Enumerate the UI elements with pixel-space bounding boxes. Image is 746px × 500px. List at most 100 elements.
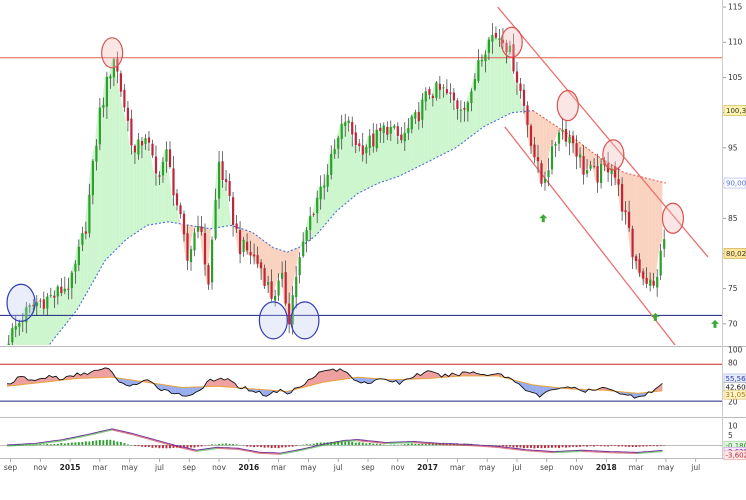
macd-bar bbox=[361, 442, 364, 446]
candle-body bbox=[35, 302, 38, 307]
candle bbox=[505, 39, 508, 64]
candle-body bbox=[347, 120, 350, 124]
macd-bar bbox=[344, 441, 347, 446]
rsi-fill bbox=[262, 389, 267, 397]
cloud-segment bbox=[347, 120, 351, 203]
candle-body bbox=[610, 167, 613, 174]
candle bbox=[582, 145, 585, 185]
rsi-fill bbox=[452, 373, 456, 377]
macd-bar bbox=[67, 442, 70, 446]
candle-body bbox=[186, 233, 189, 261]
rsi-fill bbox=[157, 383, 162, 391]
cloud-segment bbox=[424, 91, 428, 164]
candle-body bbox=[505, 42, 508, 53]
macd-bar bbox=[617, 445, 620, 447]
macd-bar bbox=[116, 441, 119, 446]
candle bbox=[28, 303, 31, 314]
cloud-segment bbox=[504, 45, 509, 117]
candle-body bbox=[32, 304, 35, 307]
candle-body bbox=[372, 133, 375, 147]
candle bbox=[74, 260, 77, 284]
candle-body bbox=[130, 118, 133, 146]
candle-body bbox=[421, 99, 424, 120]
macd-bar bbox=[354, 442, 357, 446]
candle bbox=[449, 83, 452, 103]
candle-body bbox=[512, 44, 515, 72]
candle bbox=[382, 122, 385, 144]
candle bbox=[361, 132, 364, 162]
candle-body bbox=[70, 272, 73, 289]
candle bbox=[260, 259, 263, 280]
rsi-fill bbox=[529, 384, 533, 393]
macd-bar bbox=[102, 440, 105, 446]
macd-bar bbox=[70, 442, 73, 446]
cloud-segment bbox=[63, 288, 67, 328]
macd-bar bbox=[63, 443, 66, 446]
cloud-segment bbox=[396, 135, 400, 178]
candle bbox=[123, 84, 126, 112]
cloud-segment bbox=[52, 286, 57, 341]
macd-signal-fill bbox=[452, 443, 456, 446]
candle bbox=[203, 223, 207, 276]
rsi-fill bbox=[94, 370, 99, 378]
macd-bar bbox=[137, 445, 140, 447]
candle bbox=[305, 227, 308, 253]
candle bbox=[242, 236, 245, 257]
candle-body bbox=[368, 135, 371, 148]
candle bbox=[105, 71, 108, 120]
macd-bar bbox=[305, 444, 308, 446]
candle bbox=[298, 252, 301, 284]
macd-signal-fill bbox=[171, 444, 176, 448]
candle bbox=[389, 120, 392, 142]
candle-body bbox=[586, 170, 589, 174]
candle-body bbox=[540, 163, 543, 184]
candle-body bbox=[403, 133, 406, 142]
candle-body bbox=[649, 279, 652, 286]
cloud-segment bbox=[480, 54, 484, 130]
rsi-fill bbox=[206, 379, 211, 387]
rsi-fill bbox=[322, 370, 326, 383]
cloud-segment bbox=[452, 100, 456, 150]
macd-bar bbox=[638, 445, 641, 447]
macd-bar bbox=[365, 443, 368, 446]
candle-body bbox=[242, 239, 245, 253]
rsi-fill bbox=[66, 375, 71, 380]
cloud-segment bbox=[112, 59, 116, 254]
candle-body bbox=[140, 141, 144, 146]
candle bbox=[168, 141, 172, 169]
candle-body bbox=[501, 39, 505, 44]
cloud-segment bbox=[322, 174, 326, 228]
candle-body bbox=[288, 303, 291, 325]
macd-bar bbox=[49, 444, 52, 446]
candle bbox=[84, 221, 87, 240]
rsi-fill bbox=[532, 384, 537, 394]
cloud-segment bbox=[557, 126, 561, 133]
candle bbox=[151, 139, 154, 158]
cloud-segment bbox=[655, 180, 659, 277]
candle bbox=[323, 174, 326, 200]
candle bbox=[442, 84, 445, 98]
candle bbox=[628, 200, 631, 232]
candle-body bbox=[631, 228, 634, 257]
candle-body bbox=[312, 214, 315, 215]
cloud-segment bbox=[522, 105, 526, 125]
rsi-fill bbox=[252, 388, 256, 393]
cloud-segment bbox=[108, 59, 113, 258]
candle-body bbox=[572, 135, 575, 144]
macd-bar bbox=[302, 444, 305, 446]
cloud-segment bbox=[189, 225, 193, 250]
candle bbox=[214, 188, 217, 241]
macd-bar bbox=[88, 441, 91, 446]
macd-bar bbox=[151, 445, 154, 448]
candle-body bbox=[337, 137, 340, 149]
candle bbox=[144, 134, 147, 150]
moving-average bbox=[47, 109, 667, 345]
candle bbox=[109, 74, 112, 89]
candle bbox=[347, 116, 350, 132]
macd-bar bbox=[600, 445, 602, 447]
candle bbox=[70, 270, 73, 300]
cloud-segment bbox=[234, 226, 239, 255]
rsi-fill bbox=[171, 385, 176, 394]
macd-bar bbox=[277, 445, 280, 449]
candle-body bbox=[316, 197, 319, 214]
